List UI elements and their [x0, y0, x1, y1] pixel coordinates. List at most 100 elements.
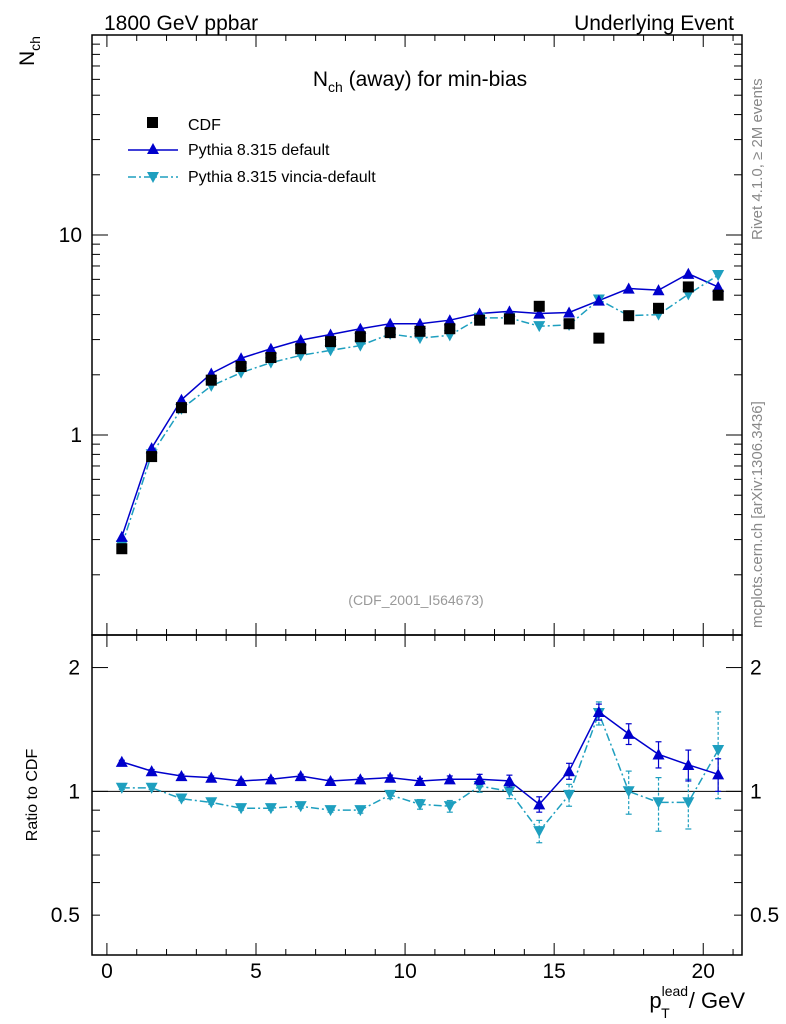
series-default-point [145, 442, 158, 454]
ratio-y-tick-label-right: 1 [750, 780, 762, 803]
ratio-vincia-point [682, 797, 695, 809]
ratio-vincia-point [354, 805, 367, 817]
series-cdf-point [503, 313, 515, 325]
ratio-default-point [264, 773, 277, 785]
ratio-vincia-point [294, 801, 307, 813]
data-marks [92, 267, 742, 844]
series-cdf-point [205, 374, 217, 386]
series-default-point [533, 307, 546, 319]
series-default-point [563, 306, 576, 318]
ratio-vincia-point [652, 797, 665, 809]
series-vincia-point [354, 340, 367, 352]
ratio-default-point [622, 727, 635, 739]
header-right-label: Underlying Event [574, 12, 734, 35]
legend-cdf-label: CDF [188, 117, 221, 134]
mcplots-label: mcplots.cern.ch [arXiv:1306.3436] [749, 401, 766, 628]
ratio-default-point [115, 755, 128, 767]
series-cdf-point [563, 318, 575, 330]
ratio-default-point [563, 765, 576, 777]
ratio-vincia-point [205, 797, 218, 809]
ratio-vincia-point [622, 786, 635, 798]
ratio-vincia-point [145, 782, 158, 794]
series-default-point [592, 294, 605, 306]
header-left-label: 1800 GeV ppbar [104, 12, 258, 35]
series-default-point [443, 314, 456, 326]
series-cdf-point [712, 289, 724, 301]
legend-cdf-marker [147, 117, 158, 128]
x-tick-label: 5 [250, 960, 262, 983]
ratio-default-point [473, 773, 486, 785]
ratio-default-point [175, 769, 188, 782]
ratio-vincia-point [115, 782, 128, 794]
main-plot-title: Nch (away) for min-bias [313, 68, 527, 95]
ratio-vincia-point [533, 826, 546, 838]
series-cdf-point [682, 281, 694, 293]
ratio-y-tick-label: 1 [68, 780, 80, 803]
series-cdf-point [354, 331, 366, 343]
series-cdf-point [533, 300, 545, 312]
x-tick-label: 20 [692, 960, 715, 983]
main-y-tick-label: 1 [70, 424, 82, 447]
ratio-vincia-point [235, 803, 248, 815]
x-axis-label-rest: / GeV [683, 988, 746, 1013]
ratio-y-tick-label: 2 [68, 657, 80, 680]
series-default-point [652, 284, 665, 296]
ratio-default-point [384, 771, 397, 783]
ratio-vincia-point [712, 744, 725, 757]
x-axis-label-sup: lead [662, 983, 688, 999]
ratio-default-point [235, 774, 248, 787]
x-axis-label-sub: T [661, 1005, 670, 1021]
series-cdf-point [295, 343, 307, 355]
ratio-vincia-point [563, 789, 576, 801]
series-default-point [622, 282, 635, 294]
legend-default-marker [147, 143, 159, 154]
legend-default-label: Pythia 8.315 default [188, 142, 330, 159]
axis-ticks: 0 5 10 15 20 1 10 0.5 0.5 1 1 2 2 [51, 35, 779, 983]
main-plot-title-rest: (away) for min-bias [343, 68, 527, 91]
series-cdf-point [175, 402, 187, 414]
series-default-point [354, 322, 367, 334]
series-default-point [235, 352, 248, 364]
series-default-point [175, 393, 188, 405]
ratio-y-tick-label-right: 0.5 [750, 904, 779, 927]
main-y-axis-label-sub: ch [27, 36, 43, 51]
x-axis-label-base: p [649, 988, 661, 1013]
series-cdf-point [653, 302, 665, 314]
ratio-default-point [145, 765, 158, 777]
series-default-point [264, 342, 277, 354]
main-plot-title-sub: ch [328, 79, 343, 95]
x-tick-label: 10 [393, 960, 416, 983]
ratio-default-point [503, 774, 516, 787]
series-cdf-point [474, 314, 486, 326]
ratio-default-point [712, 768, 725, 780]
ratio-y-tick-label-right: 2 [750, 657, 762, 680]
series-default-point [115, 530, 128, 542]
series-cdf-point [384, 327, 396, 339]
analysis-id-label: (CDF_2001_I564673) [348, 592, 483, 608]
legend-vincia-marker [147, 172, 159, 183]
ratio-default-point [413, 774, 426, 787]
ratio-default-point [443, 773, 456, 785]
ratio-y-tick-label: 0.5 [51, 904, 80, 927]
ratio-default-point [354, 773, 367, 785]
series-cdf-point [265, 352, 277, 364]
ratio-default-point [205, 771, 218, 783]
main-y-tick-label: 10 [59, 224, 82, 247]
series-cdf-point [235, 361, 247, 373]
x-tick-label: 15 [542, 960, 565, 983]
ratio-y-axis-label: Ratio to CDF [24, 749, 41, 842]
rivet-version-label: Rivet 4.1.0, ≥ 2M events [749, 78, 766, 240]
ratio-vincia-point [175, 793, 188, 805]
main-y-axis-label: Nch [16, 36, 43, 66]
series-default-point [384, 317, 397, 329]
main-plot-title-base: N [313, 68, 328, 91]
ratio-default-point [294, 769, 307, 782]
ratio-vincia-point [443, 801, 456, 813]
series-default-point [294, 334, 307, 346]
series-cdf-point [593, 332, 605, 344]
ratio-default-point [652, 748, 665, 760]
ratio-default-point [533, 798, 546, 810]
series-default-point [682, 267, 695, 279]
ratio-default-point [324, 774, 337, 787]
